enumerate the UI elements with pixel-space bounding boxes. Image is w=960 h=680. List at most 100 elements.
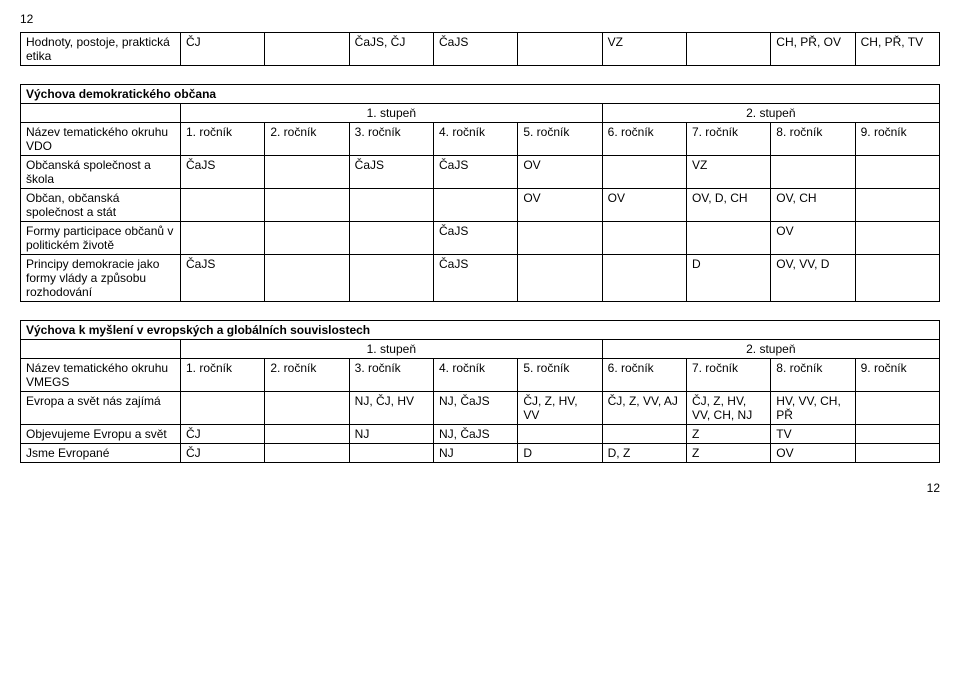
- cell: [686, 222, 770, 255]
- section2-table: Výchova k myšlení v evropských a globáln…: [20, 320, 940, 463]
- stupen-1: 1. stupeň: [181, 104, 603, 123]
- header-label: Název tematického okruhu VDO: [21, 123, 181, 156]
- cell: ČJ: [181, 425, 265, 444]
- cell: OV: [602, 189, 686, 222]
- cell: NJ, ČaJS: [433, 425, 517, 444]
- cell: [602, 222, 686, 255]
- cell: [855, 425, 939, 444]
- cell: NJ: [349, 425, 433, 444]
- cell: [349, 189, 433, 222]
- row-label: Principy demokracie jako formy vlády a z…: [21, 255, 181, 302]
- cell: [602, 156, 686, 189]
- cell: [518, 222, 602, 255]
- stupnice-row: 1. stupeň 2. stupeň: [21, 104, 940, 123]
- row-label: Občanská společnost a škola: [21, 156, 181, 189]
- col-header: 4. ročník: [433, 359, 517, 392]
- cell: [181, 222, 265, 255]
- cell: [265, 156, 349, 189]
- table-row: Objevujeme Evropu a svět ČJ NJ NJ, ČaJS …: [21, 425, 940, 444]
- table-row: Občanská společnost a škola ČaJS ČaJS Ča…: [21, 156, 940, 189]
- cell: [855, 222, 939, 255]
- col-header: 1. ročník: [181, 123, 265, 156]
- cell: ČaJS: [181, 255, 265, 302]
- col-header: 9. ročník: [855, 359, 939, 392]
- page-number-bottom: 12: [20, 481, 940, 495]
- cell: [518, 425, 602, 444]
- stupen-2: 2. stupeň: [602, 340, 939, 359]
- col-header: 5. ročník: [518, 123, 602, 156]
- cell: OV: [518, 189, 602, 222]
- stupen-1: 1. stupeň: [181, 340, 603, 359]
- table-row: Formy participace občanů v politickém ži…: [21, 222, 940, 255]
- cell: OV, D, CH: [686, 189, 770, 222]
- stupen-2: 2. stupeň: [602, 104, 939, 123]
- col-header: 3. ročník: [349, 359, 433, 392]
- row-label: Občan, občanská společnost a stát: [21, 189, 181, 222]
- cell: ČJ, Z, HV, VV: [518, 392, 602, 425]
- row-label: Evropa a svět nás zajímá: [21, 392, 181, 425]
- cell: [602, 425, 686, 444]
- cell: ČaJS: [181, 156, 265, 189]
- cell: [349, 444, 433, 463]
- page-number-top: 12: [20, 12, 940, 26]
- row-label: Jsme Evropané: [21, 444, 181, 463]
- cell: ČaJS, ČJ: [349, 33, 433, 66]
- cell: NJ: [433, 444, 517, 463]
- cell: [602, 255, 686, 302]
- cell: D: [518, 444, 602, 463]
- cell: [855, 255, 939, 302]
- cell: OV, CH: [771, 189, 855, 222]
- cell: CH, PŘ, TV: [855, 33, 939, 66]
- cell: [265, 255, 349, 302]
- col-header: 8. ročník: [771, 359, 855, 392]
- col-header: 7. ročník: [686, 123, 770, 156]
- section-title-row: Výchova demokratického občana: [21, 85, 940, 104]
- header-row: Název tematického okruhu VDO 1. ročník 2…: [21, 123, 940, 156]
- cell: HV, VV, CH, PŘ: [771, 392, 855, 425]
- cell: NJ, ČaJS: [433, 392, 517, 425]
- row-label: Hodnoty, postoje, praktická etika: [21, 33, 181, 66]
- table-row: Jsme Evropané ČJ NJ D D, Z Z OV: [21, 444, 940, 463]
- cell: [855, 392, 939, 425]
- cell: [855, 189, 939, 222]
- cell: CH, PŘ, OV: [771, 33, 855, 66]
- cell: ČaJS: [349, 156, 433, 189]
- cell: [349, 222, 433, 255]
- cell: ČJ, Z, HV, VV, CH, NJ: [686, 392, 770, 425]
- cell: Z: [686, 425, 770, 444]
- cell: OV: [771, 222, 855, 255]
- cell: ČaJS: [433, 156, 517, 189]
- cell: D, Z: [602, 444, 686, 463]
- cell: VZ: [602, 33, 686, 66]
- cell: OV, VV, D: [771, 255, 855, 302]
- cell: [265, 222, 349, 255]
- cell: [265, 425, 349, 444]
- col-header: 2. ročník: [265, 123, 349, 156]
- cell: [518, 33, 602, 66]
- row-label: Formy participace občanů v politickém ži…: [21, 222, 181, 255]
- section-title-row: Výchova k myšlení v evropských a globáln…: [21, 321, 940, 340]
- cell: VZ: [686, 156, 770, 189]
- cell: [855, 156, 939, 189]
- col-header: 6. ročník: [602, 123, 686, 156]
- col-header: 3. ročník: [349, 123, 433, 156]
- table-row: Principy demokracie jako formy vlády a z…: [21, 255, 940, 302]
- cell: OV: [518, 156, 602, 189]
- col-header: 7. ročník: [686, 359, 770, 392]
- col-header: 9. ročník: [855, 123, 939, 156]
- cell: D: [686, 255, 770, 302]
- empty-cell: [21, 104, 181, 123]
- cell: OV: [771, 444, 855, 463]
- cell: ČJ: [181, 33, 265, 66]
- cell: [265, 189, 349, 222]
- col-header: 6. ročník: [602, 359, 686, 392]
- header-label: Název tematického okruhu VMEGS: [21, 359, 181, 392]
- cell: [265, 444, 349, 463]
- col-header: 2. ročník: [265, 359, 349, 392]
- cell: Z: [686, 444, 770, 463]
- cell: [181, 392, 265, 425]
- cell: [855, 444, 939, 463]
- section-title: Výchova k myšlení v evropských a globáln…: [21, 321, 940, 340]
- cell: [518, 255, 602, 302]
- cell: [265, 33, 349, 66]
